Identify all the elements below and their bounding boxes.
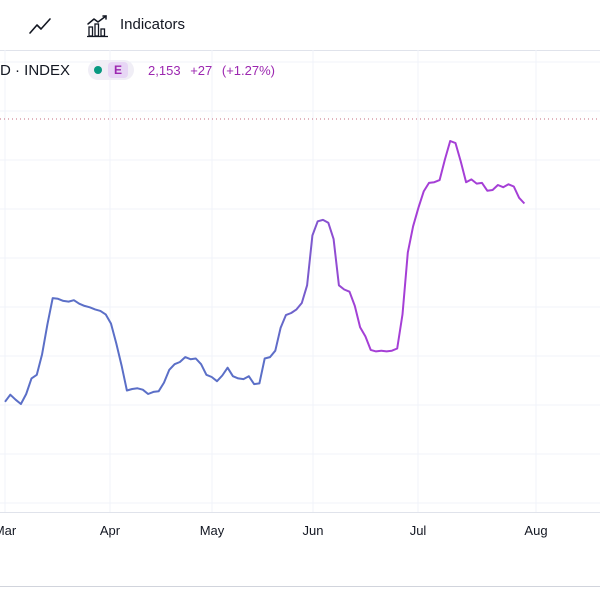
x-tick-label: Apr	[100, 523, 121, 538]
x-tick-label: Mar	[0, 523, 17, 538]
symbol-title[interactable]: D · INDEX	[0, 61, 71, 79]
indicators-icon[interactable]	[84, 12, 112, 40]
price-change: +27	[190, 62, 213, 78]
last-price: 2,153	[148, 62, 181, 78]
event-badge: E	[108, 62, 129, 78]
symbol-legend: D · INDEX E 2,153 +27 (+1.27%)	[0, 58, 281, 82]
line-chart-icon[interactable]	[26, 12, 54, 40]
market-status-pill[interactable]: E	[88, 60, 135, 80]
x-tick-label: May	[200, 523, 225, 538]
x-tick-label: Aug	[524, 523, 547, 538]
series-line	[4, 140, 526, 405]
market-status-icon	[94, 66, 103, 74]
indicators-button[interactable]: Indicators	[120, 16, 186, 33]
chart-toolbar: Indicators	[0, 0, 600, 51]
x-tick-label: Jun	[303, 523, 324, 538]
price-quote: 2,153 +27 (+1.27%)	[148, 63, 281, 78]
price-change-pct: (+1.27%)	[221, 62, 276, 78]
bottom-divider	[0, 586, 600, 587]
x-tick-label: Jul	[410, 523, 427, 538]
